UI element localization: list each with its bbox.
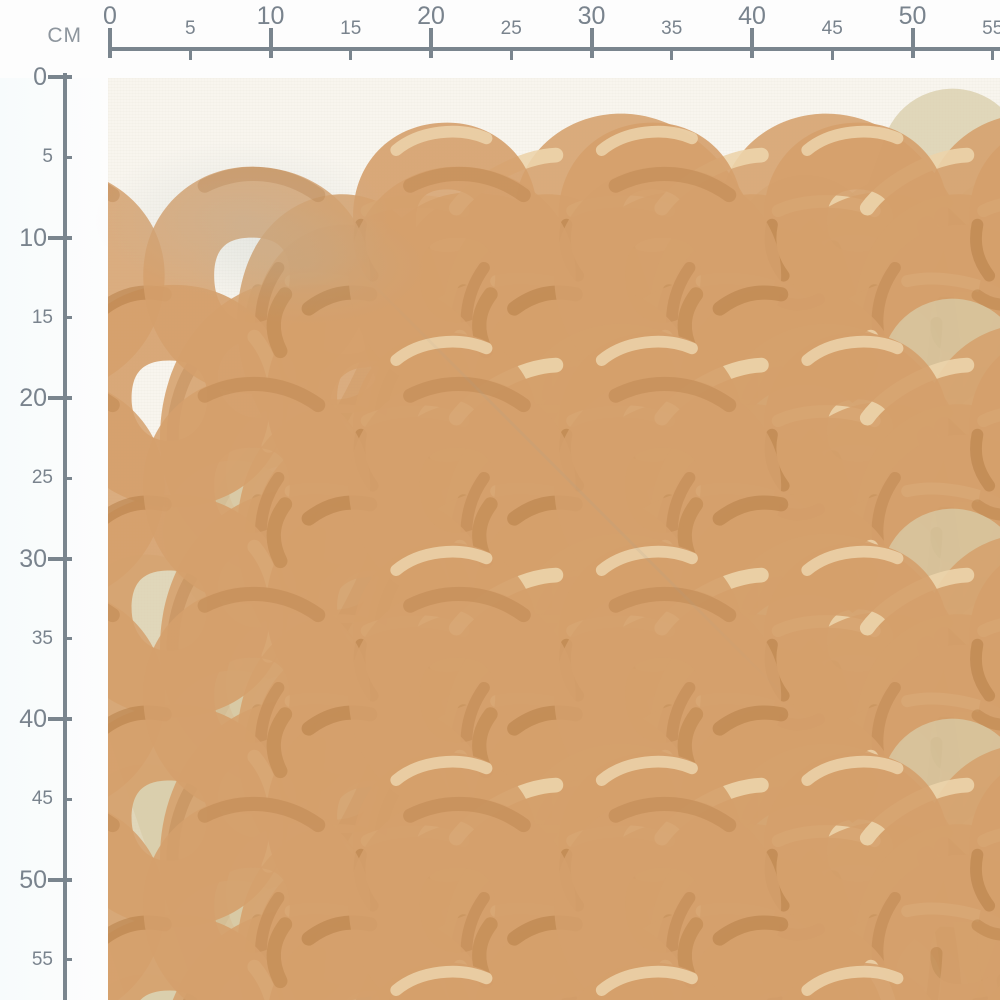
ruler-number-left: 0 [33, 63, 47, 91]
ruler-tick-top [429, 28, 433, 58]
ruler-number-left: 5 [42, 146, 53, 168]
pretzel-pattern [108, 78, 1000, 1000]
ruler-number-left: 30 [19, 544, 47, 573]
ruler-number-left: 55 [31, 948, 53, 970]
ruler-tick-top [830, 49, 834, 60]
ruler-number-top: 45 [821, 18, 843, 39]
ruler-number-top: 35 [661, 18, 683, 39]
ruler-tick-left [48, 877, 72, 882]
ruler-tick-left [48, 556, 72, 561]
ruler-tick-top [750, 28, 754, 58]
ruler-tick-left [48, 75, 72, 79]
ruler-number-top: 50 [898, 2, 927, 30]
ruler-number-top: 40 [738, 2, 766, 30]
ruler-unit-label: CM [47, 24, 82, 47]
ruler-number-left: 40 [19, 705, 47, 733]
ruler-tick-left [48, 235, 72, 240]
ruler-tick-top [188, 49, 192, 60]
ruler-number-left: 50 [19, 865, 47, 894]
ruler-top-line [108, 47, 1000, 51]
ruler-number-left: 10 [19, 223, 47, 252]
ruler-number-top: 10 [256, 2, 285, 30]
ruler-tick-top [349, 49, 353, 60]
ruler-number-left: 15 [31, 306, 53, 328]
ruler-number-left: 20 [19, 384, 47, 412]
ruler-number-left: 25 [31, 467, 53, 489]
ruler-tick-left [63, 958, 72, 962]
ruler-tick-left [63, 797, 72, 801]
ruler-tick-left [48, 717, 72, 721]
ruler-tick-top [991, 49, 995, 60]
ruler-left-line [63, 73, 67, 1000]
ruler-number-left: 35 [31, 627, 53, 649]
ruler-tick-top [910, 28, 915, 58]
ruler-tick-top [670, 49, 674, 60]
ruler-tick-top [589, 28, 594, 58]
ruler-tick-left [63, 476, 72, 480]
ruler-number-left: 45 [31, 788, 53, 810]
top-margin [0, 0, 1000, 78]
ruler-number-top: 5 [184, 18, 196, 39]
ruler-tick-left [63, 155, 72, 159]
ruler-tick-left [63, 316, 72, 320]
ruler-number-top: 55 [982, 18, 1000, 39]
ruler-tick-top [268, 28, 273, 58]
fabric-swatch[interactable] [93, 78, 1000, 1000]
ruler-tick-left [63, 637, 72, 641]
ruler-number-top: 30 [577, 2, 606, 30]
ruler-tick-left [48, 396, 72, 400]
ruler-number-top: 15 [340, 18, 362, 39]
left-margin [0, 0, 108, 1000]
ruler-number-top: 20 [417, 2, 445, 30]
ruler-number-top: 0 [103, 2, 117, 30]
ruler-tick-top [108, 28, 112, 58]
ruler-tick-top [509, 49, 513, 60]
ruler-number-top: 25 [500, 18, 522, 39]
